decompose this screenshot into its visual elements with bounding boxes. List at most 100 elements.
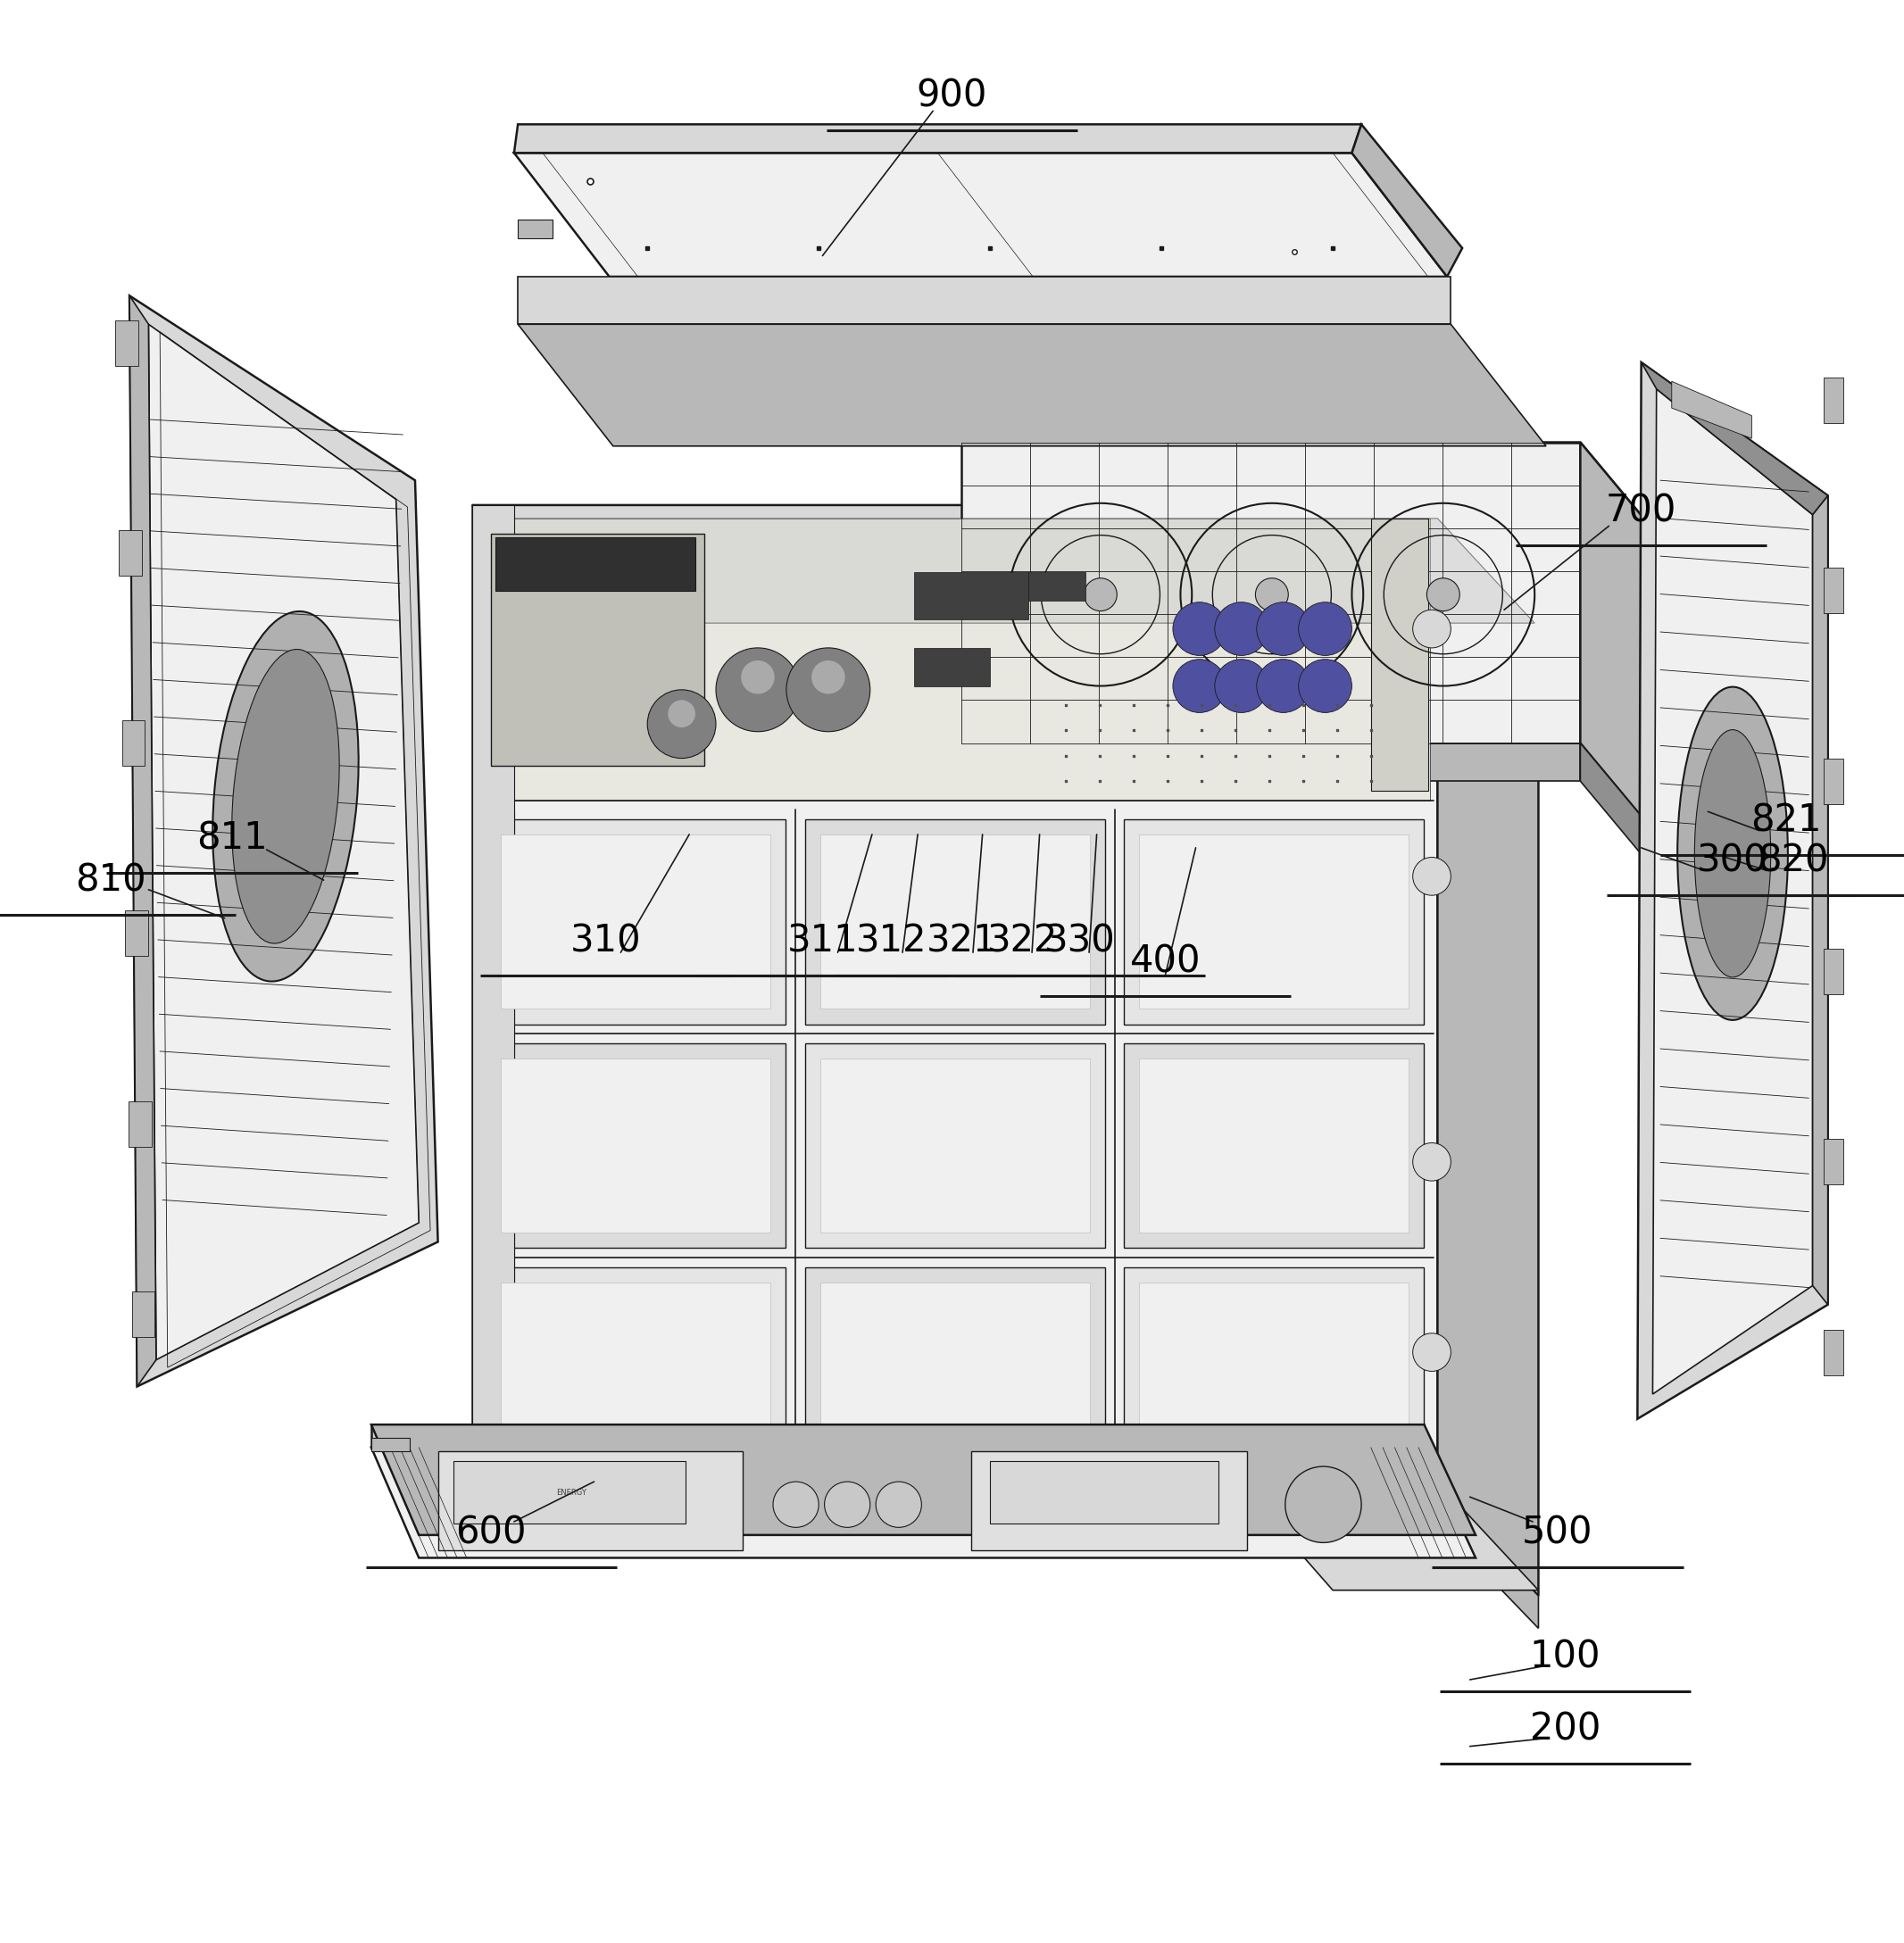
Polygon shape	[472, 505, 1438, 1490]
Polygon shape	[371, 1424, 1424, 1448]
Polygon shape	[1238, 1483, 1538, 1589]
Polygon shape	[962, 443, 1656, 534]
Polygon shape	[1580, 443, 1656, 834]
Polygon shape	[472, 505, 1538, 610]
Polygon shape	[821, 834, 1089, 1008]
Polygon shape	[476, 810, 514, 1483]
Text: 200: 200	[1529, 1710, 1601, 1749]
Polygon shape	[514, 153, 1447, 276]
Polygon shape	[129, 1102, 152, 1146]
Circle shape	[786, 647, 870, 733]
Polygon shape	[914, 571, 1028, 620]
Polygon shape	[1352, 124, 1462, 276]
Polygon shape	[1637, 361, 1828, 1418]
Text: 300: 300	[1696, 843, 1769, 880]
Circle shape	[1255, 579, 1289, 610]
Polygon shape	[1824, 758, 1843, 804]
Text: 900: 900	[916, 78, 988, 115]
Polygon shape	[472, 505, 514, 1490]
Polygon shape	[486, 1043, 786, 1247]
Ellipse shape	[213, 612, 358, 981]
Polygon shape	[1438, 505, 1538, 1595]
Text: 700: 700	[1605, 492, 1677, 530]
Circle shape	[876, 1483, 922, 1527]
Circle shape	[811, 661, 845, 694]
Polygon shape	[126, 911, 149, 956]
Polygon shape	[1824, 1139, 1843, 1185]
Polygon shape	[129, 295, 438, 1387]
Polygon shape	[1123, 820, 1424, 1024]
Polygon shape	[518, 220, 552, 239]
Polygon shape	[1139, 1282, 1409, 1457]
Circle shape	[1299, 659, 1352, 713]
Text: 811: 811	[196, 820, 268, 857]
Circle shape	[647, 690, 716, 758]
Polygon shape	[371, 1424, 1476, 1535]
Polygon shape	[495, 519, 1535, 624]
Circle shape	[1413, 1333, 1451, 1372]
Polygon shape	[1333, 1461, 1409, 1483]
Polygon shape	[1824, 948, 1843, 995]
Circle shape	[741, 661, 775, 694]
Polygon shape	[805, 1267, 1104, 1473]
Circle shape	[1083, 579, 1118, 610]
Ellipse shape	[1695, 731, 1771, 977]
Polygon shape	[1653, 389, 1813, 1395]
Polygon shape	[1641, 361, 1828, 515]
Polygon shape	[129, 295, 156, 1387]
Polygon shape	[453, 1461, 685, 1523]
Polygon shape	[914, 647, 990, 686]
Polygon shape	[1580, 742, 1656, 872]
Polygon shape	[746, 1461, 823, 1483]
Polygon shape	[518, 324, 1546, 447]
Circle shape	[1173, 659, 1226, 713]
Text: 310: 310	[569, 923, 642, 960]
Circle shape	[1215, 602, 1268, 655]
Text: 100: 100	[1529, 1638, 1601, 1675]
Polygon shape	[491, 534, 704, 766]
Polygon shape	[501, 1282, 771, 1457]
Circle shape	[1285, 1467, 1361, 1543]
Circle shape	[1413, 1142, 1451, 1181]
Polygon shape	[1123, 1267, 1424, 1473]
Ellipse shape	[1677, 688, 1788, 1020]
Text: 321: 321	[925, 923, 998, 960]
Polygon shape	[552, 1461, 628, 1483]
Polygon shape	[438, 1451, 743, 1551]
Polygon shape	[122, 721, 145, 766]
Polygon shape	[805, 1043, 1104, 1247]
Polygon shape	[371, 1448, 1476, 1558]
Polygon shape	[1123, 1043, 1424, 1247]
Polygon shape	[805, 820, 1104, 1024]
Text: 330: 330	[1043, 923, 1116, 960]
Text: 821: 821	[1750, 802, 1822, 839]
Polygon shape	[942, 1461, 1019, 1483]
Circle shape	[824, 1483, 870, 1527]
Polygon shape	[114, 321, 137, 365]
Text: 312: 312	[855, 923, 927, 960]
Circle shape	[1215, 659, 1268, 713]
Polygon shape	[1824, 377, 1843, 424]
Polygon shape	[495, 538, 695, 591]
Circle shape	[1413, 857, 1451, 896]
Polygon shape	[1824, 567, 1843, 614]
Polygon shape	[1824, 1329, 1843, 1376]
Polygon shape	[480, 519, 1430, 801]
Polygon shape	[1813, 495, 1828, 1304]
Ellipse shape	[232, 649, 339, 944]
Polygon shape	[486, 1267, 786, 1473]
Polygon shape	[1139, 1059, 1409, 1234]
Circle shape	[773, 1483, 819, 1527]
Polygon shape	[1672, 381, 1752, 439]
Polygon shape	[501, 1059, 771, 1234]
Circle shape	[1426, 579, 1460, 610]
Polygon shape	[131, 1292, 154, 1337]
Circle shape	[1257, 659, 1310, 713]
Text: 400: 400	[1129, 942, 1201, 981]
Polygon shape	[501, 834, 771, 1008]
Polygon shape	[371, 1438, 409, 1451]
Polygon shape	[514, 124, 1361, 153]
Polygon shape	[990, 1461, 1219, 1523]
Polygon shape	[149, 324, 419, 1360]
Circle shape	[1299, 602, 1352, 655]
